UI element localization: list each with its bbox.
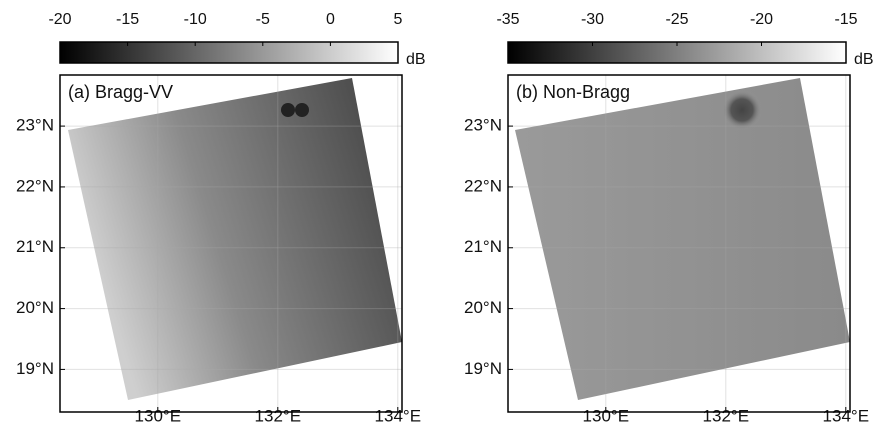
panel-title: (b) Non-Bragg <box>516 82 630 102</box>
colorbar-tick-label: -30 <box>581 11 604 28</box>
y-tick-label: 23°N <box>16 116 54 135</box>
x-tick-label: 132°E <box>703 406 750 425</box>
y-tick-label: 22°N <box>464 176 502 195</box>
plot-frame <box>507 74 851 413</box>
colorbar-tick-label: -35 <box>496 11 519 28</box>
plot-frame <box>59 74 403 413</box>
image-feature <box>281 103 295 117</box>
colorbar-tick-label: -25 <box>665 11 688 28</box>
x-tick-label: 130°E <box>135 406 182 425</box>
y-tick-label: 21°N <box>16 237 54 256</box>
x-tick-label: 134°E <box>375 406 422 425</box>
colorbar-tick-label: -20 <box>750 11 773 28</box>
y-tick-label: 22°N <box>16 176 54 195</box>
y-tick-label: 19°N <box>464 359 502 378</box>
image-swath <box>68 78 402 400</box>
colorbar-tick-label: -15 <box>834 11 857 28</box>
image-swath <box>515 78 850 400</box>
panel-title: (a) Bragg-VV <box>68 82 173 102</box>
y-tick-label: 20°N <box>16 298 54 317</box>
x-tick-label: 134°E <box>823 406 870 425</box>
colorbar-label: dB <box>854 51 874 68</box>
y-tick-label: 23°N <box>464 116 502 135</box>
image-feature <box>722 90 762 130</box>
x-tick-label: 130°E <box>583 406 630 425</box>
y-tick-label: 20°N <box>464 298 502 317</box>
image-feature <box>295 103 309 117</box>
colorbar-tick-label: -20 <box>48 11 71 28</box>
colorbar-tick-label: 0 <box>326 11 335 28</box>
colorbar-label: dB <box>406 51 426 68</box>
y-tick-label: 21°N <box>464 237 502 256</box>
colorbar-tick-label: 5 <box>394 11 403 28</box>
colorbar-tick-label: -5 <box>256 11 270 28</box>
colorbar-tick-label: -10 <box>184 11 207 28</box>
colorbar <box>59 41 399 64</box>
colorbar-tick-label: -15 <box>116 11 139 28</box>
x-tick-label: 132°E <box>255 406 302 425</box>
y-tick-label: 19°N <box>16 359 54 378</box>
